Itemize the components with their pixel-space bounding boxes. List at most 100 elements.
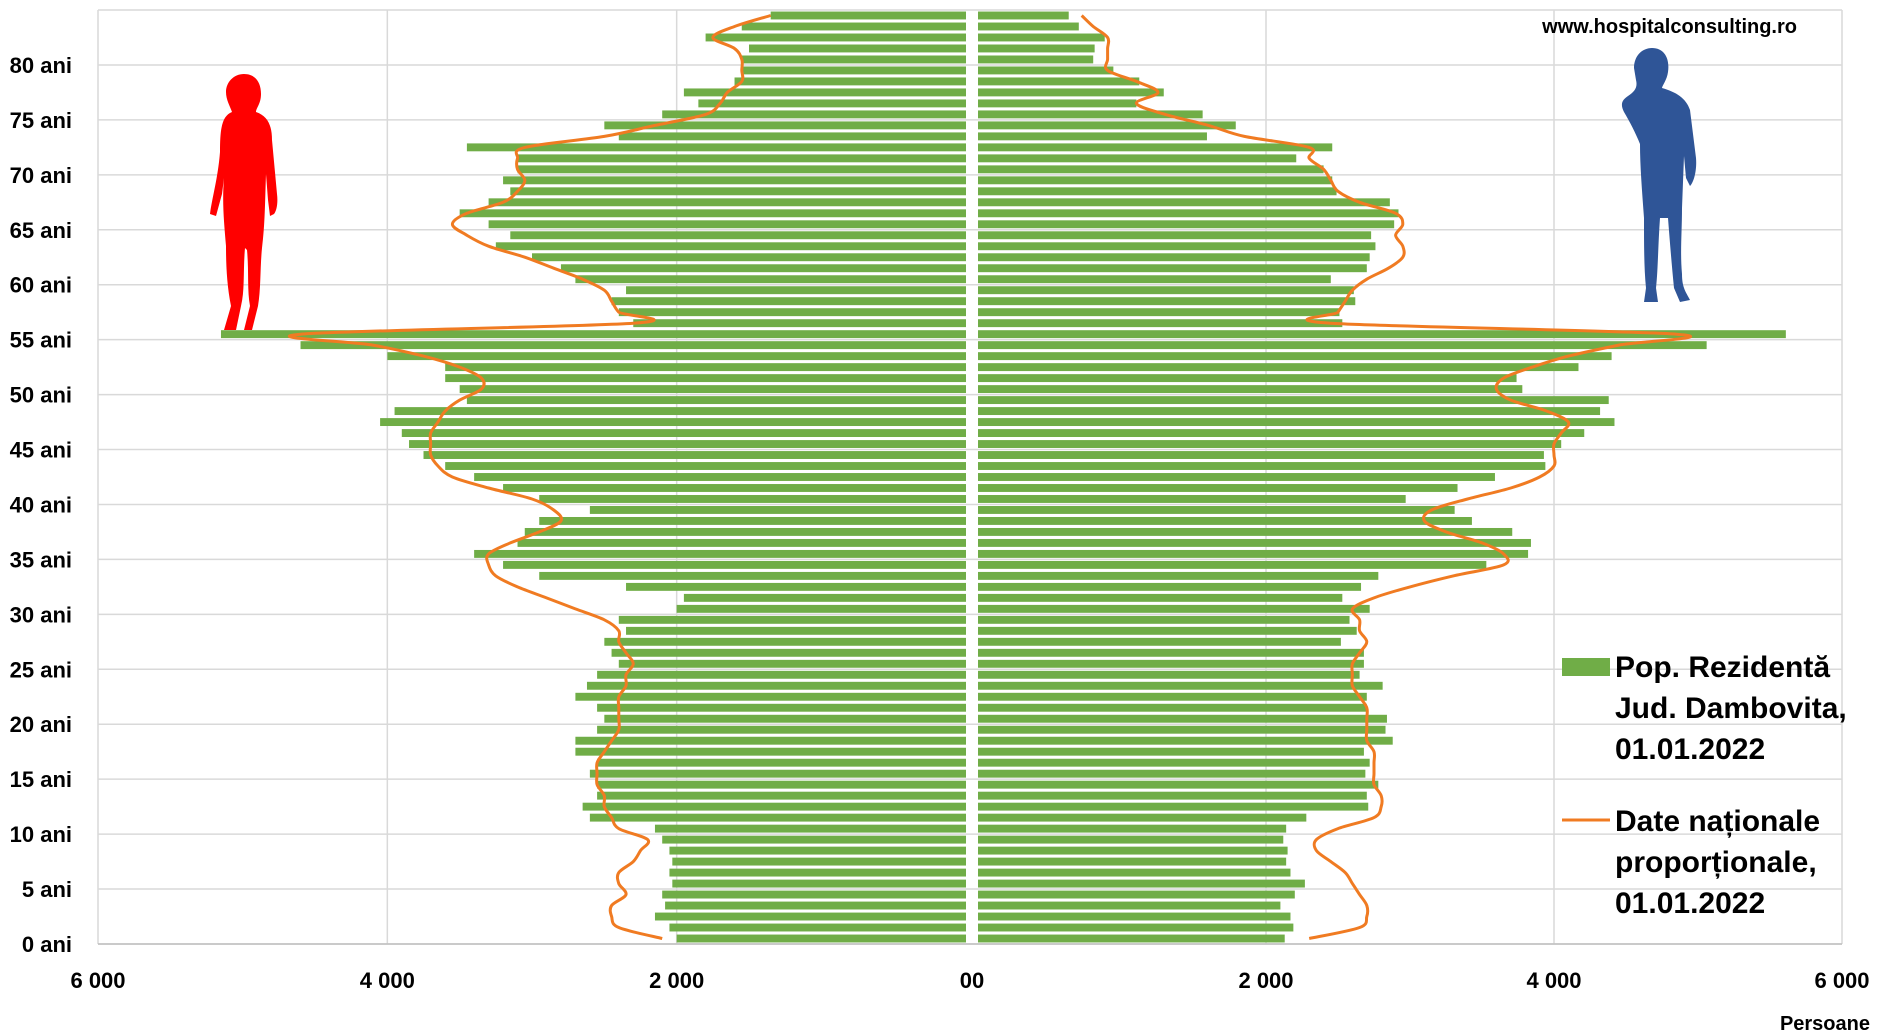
female-age-bar [517,154,966,163]
female-age-bar [503,484,966,492]
male-age-bar [978,242,1376,251]
male-age-bar [978,88,1164,97]
y-tick-label: 10 ani [10,822,72,847]
female-age-bar [741,55,966,64]
male-age-bar [978,868,1291,877]
male-age-bar [978,549,1529,558]
female-age-bar [474,473,966,481]
male-age-bar [978,121,1236,130]
y-tick-label: 65 ani [10,218,72,243]
male-age-bar [978,692,1367,701]
male-age-bar [978,582,1362,591]
female-age-bar [597,725,966,734]
legend-label-line-line-3: 01.01.2022 [1615,887,1765,920]
male-age-bar [978,363,1579,372]
male-age-bar [978,330,1786,339]
x-tick-label: 2 000 [649,968,704,993]
male-age-bar [978,198,1390,207]
x-axis-title: Persoane [1780,1013,1870,1035]
female-age-bar [683,88,966,97]
male-age-bar [978,615,1350,624]
female-age-bar [734,77,966,86]
female-age-bar [586,681,966,690]
female-age-bar [654,824,966,833]
female-age-bar [560,264,966,273]
female-age-bar [669,923,966,932]
female-age-bar [503,560,966,569]
male-age-bar [978,253,1370,262]
male-age-bar [978,604,1370,613]
male-age-bar [978,560,1487,569]
male-age-bar [978,462,1546,470]
male-age-bar [978,385,1523,394]
female-age-bar [662,890,966,899]
female-age-bar [597,703,966,712]
female-age-bar [488,198,966,207]
female-age-bar [589,813,966,822]
male-age-bar [978,165,1324,174]
male-age-bar [978,66,1114,75]
male-age-bar [978,506,1455,514]
male-age-bar [978,407,1601,416]
female-age-bar [669,868,966,877]
female-age-bar [532,253,966,262]
female-age-bar [510,231,966,240]
female-age-bar [597,791,966,800]
male-age-bar [978,374,1517,383]
female-age-bar [495,242,966,251]
x-axis-labels: 6 000 4 000 2 000 00 2 000 4 000 6 000 [70,968,1869,993]
female-age-bar [394,407,967,416]
female-age-bar [575,736,966,745]
female-age-bar [575,747,966,756]
female-age-bar [672,857,966,866]
male-national-line [1080,14,1692,940]
female-age-bar [618,132,966,141]
female-silhouette-icon [210,74,278,330]
male-age-bar [978,33,1105,42]
y-tick-label: 30 ani [10,602,72,627]
male-bars [978,11,1786,943]
female-age-bar [524,527,966,536]
female-age-bar [423,451,966,459]
website-label: www.hospitalconsulting.ro [1541,16,1797,38]
y-tick-label: 40 ani [10,492,72,517]
male-age-bar [978,451,1544,459]
female-age-bar [575,692,966,701]
female-age-bar [445,363,966,372]
female-national-line [288,14,772,940]
male-age-bar [978,791,1367,800]
legend-label-line-line-1: Date naționale [1615,805,1820,838]
male-age-bar [978,484,1458,492]
male-age-bar [978,890,1295,899]
male-age-bar [978,659,1364,668]
male-age-bar [978,99,1137,108]
male-age-bar [978,308,1340,317]
female-age-bar [488,220,966,229]
female-age-bar [589,769,966,778]
male-age-bar [978,714,1387,723]
male-age-bar [978,802,1369,811]
national-data-lines [288,14,1692,940]
female-age-bar [683,593,966,602]
male-age-bar [978,11,1069,20]
x-tick-label: 4 000 [1526,968,1581,993]
male-age-bar [978,769,1366,778]
chart-legend: Pop. Rezidentă Jud. Dambovita, 01.01.202… [1562,651,1847,920]
male-age-bar [978,297,1356,306]
male-age-bar [978,626,1357,635]
male-age-bar [978,22,1079,31]
female-age-bar [539,495,966,503]
male-age-bar [978,912,1291,921]
female-age-bar [401,429,966,438]
male-age-bar [978,670,1360,679]
x-tick-label: 4 000 [360,968,415,993]
male-age-bar [978,736,1393,745]
female-age-bar [618,308,966,317]
female-age-bar [503,176,966,185]
y-tick-label: 20 ani [10,712,72,737]
male-age-bar [978,55,1094,64]
female-age-bar [589,506,966,514]
x-tick-label: 6 000 [1814,968,1869,993]
male-age-bar [978,110,1203,119]
